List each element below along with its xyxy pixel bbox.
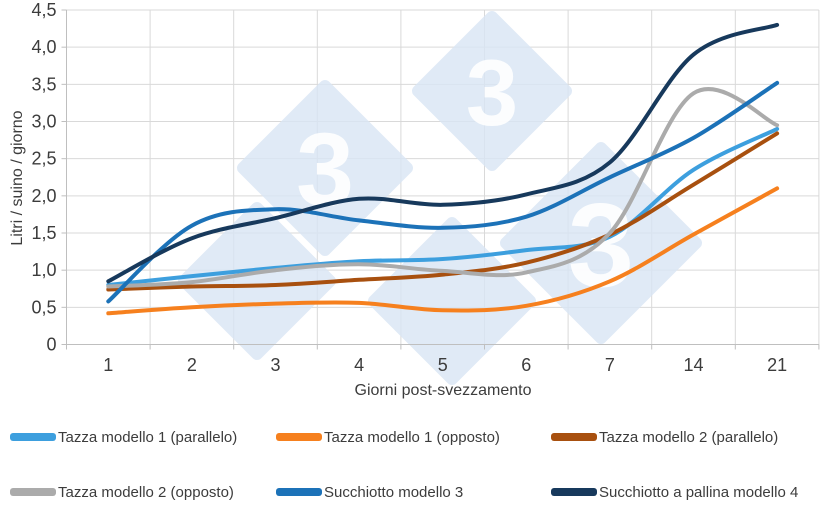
y-tick-label: 1,5 (31, 223, 56, 243)
legend-item: Succhiotto a pallina modello 4 (551, 482, 798, 502)
legend-swatch-succhiotto-3 (276, 488, 322, 496)
legend-swatch-tazza-2-parallelo (551, 433, 597, 441)
legend-label: Tazza modello 2 (parallelo) (599, 428, 779, 446)
legend-swatch-succhiotto-pallina-4 (551, 488, 597, 496)
x-tick-label: 21 (767, 355, 787, 375)
legend-swatch-tazza-1-parallelo (10, 433, 56, 441)
legend-label: Succhiotto a pallina modello 4 (599, 483, 799, 501)
series-line-4 (106, 80, 780, 304)
series-line-2 (106, 131, 780, 292)
series-line-1 (106, 186, 780, 316)
legend-label: Tazza modello 2 (opposto) (58, 483, 234, 501)
legend-swatch-tazza-2-opposto (10, 488, 56, 496)
watermark-333: 333 (178, 11, 702, 385)
legend-swatch-tazza-1-opposto (276, 433, 322, 441)
y-tick-label: 1,0 (31, 260, 56, 280)
y-tick-label: 0 (46, 335, 56, 355)
series-line-5 (106, 22, 780, 284)
x-tick-label: 6 (521, 355, 531, 375)
watermark-diamond (178, 202, 336, 360)
y-tick-label: 3,5 (31, 74, 56, 94)
x-tick-label: 5 (438, 355, 448, 375)
x-tick-label: 3 (270, 355, 280, 375)
y-tick-label: 2,0 (31, 186, 56, 206)
y-tick-label: 4,5 (31, 0, 56, 20)
series-lines (106, 22, 780, 316)
legend-item: Tazza modello 2 (parallelo) (551, 427, 778, 447)
x-tick-label: 4 (354, 355, 364, 375)
y-tick-label: 3,0 (31, 112, 56, 132)
y-axis-title: Litri / suino / giorno (9, 110, 26, 246)
axes (61, 9, 820, 350)
x-tick-label: 14 (683, 355, 703, 375)
legend-item: Tazza modello 1 (parallelo) (10, 427, 237, 447)
legend-label: Tazza modello 1 (parallelo) (58, 428, 238, 446)
x-tick-label: 1 (103, 355, 113, 375)
legend-item: Tazza modello 1 (opposto) (276, 427, 500, 447)
legend-item: Tazza modello 2 (opposto) (10, 482, 234, 502)
watermark-diamond (412, 11, 572, 171)
x-axis-title: Giorni post-svezzamento (354, 382, 532, 399)
x-tick-label: 7 (605, 355, 615, 375)
y-tick-label: 2,5 (31, 149, 56, 169)
tick-labels: 0 0,5 1,0 1,5 2,0 2,5 3,0 3,5 4,0 4,5 1 2 3 4 5 6 7 14 21 (31, 0, 787, 375)
legend-label: Succhiotto modello 3 (324, 483, 464, 501)
x-tick-label: 2 (187, 355, 197, 375)
series-line-0 (106, 126, 780, 287)
series-line-3 (106, 87, 780, 289)
watermark-digit: 3 (466, 40, 518, 145)
y-tick-label: 4,0 (31, 37, 56, 57)
legend-label: Tazza modello 1 (opposto) (324, 428, 500, 446)
legend-item: Succhiotto modello 3 (276, 482, 463, 502)
y-tick-label: 0,5 (31, 297, 56, 317)
